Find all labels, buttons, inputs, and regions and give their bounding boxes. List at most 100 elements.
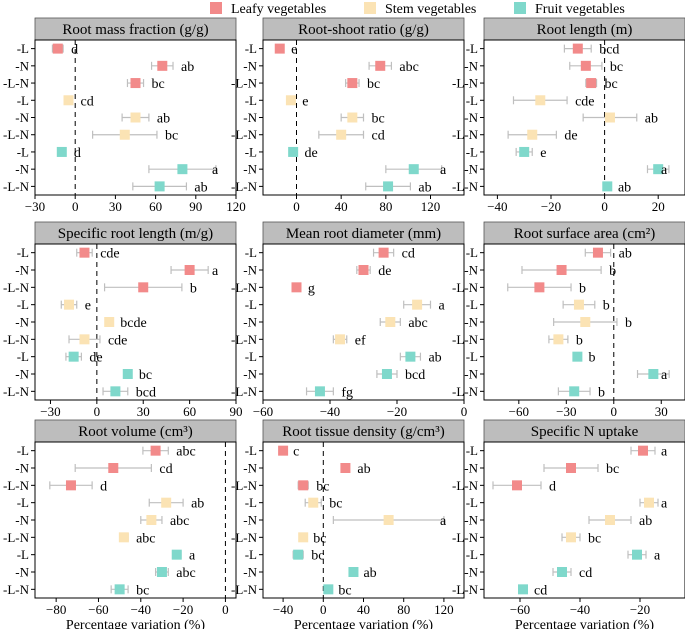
panel-7-ytick-label-0: -L bbox=[17, 443, 29, 458]
panel-7-point-fruit-vegetables-n-7 bbox=[155, 567, 169, 577]
panel-5-point-fruit-vegetables-l-n-8-marker bbox=[314, 386, 325, 397]
panel-7-letter-8: bc bbox=[136, 583, 149, 598]
panel-2-point-stem-vegetables-n-4 bbox=[340, 112, 365, 123]
panel-9-xlabel: Percentage variation (%) bbox=[515, 618, 654, 629]
panel-8-point-fruit-vegetables-n-7 bbox=[348, 567, 359, 577]
panel-5-point-fruit-vegetables-n-7 bbox=[376, 369, 398, 379]
panel-8-point-stem-vegetables-l-n-5 bbox=[298, 532, 309, 543]
panel-1-letter-1: ab bbox=[181, 60, 194, 75]
panel-5-letter-2: g bbox=[308, 281, 315, 296]
panel-9-xtick-label-1: −40 bbox=[570, 602, 590, 617]
panel-5-xtick-label-3: 0 bbox=[461, 404, 468, 419]
panel-3-ytick-label-7: -N bbox=[464, 162, 478, 177]
panel-4-point-stem-vegetables-l-3 bbox=[60, 299, 78, 310]
panel-7-point-leafy-vegetables-l-0 bbox=[142, 445, 169, 456]
panel-5-point-fruit-vegetables-n-7-marker bbox=[381, 369, 392, 379]
panel-8-point-fruit-vegetables-l-n-8 bbox=[323, 584, 334, 595]
panel-9-xtick-label-0: −60 bbox=[510, 602, 530, 617]
panel-9-point-leafy-vegetables-l-n-2-marker bbox=[512, 480, 522, 491]
panel-7-point-stem-vegetables-l-3 bbox=[148, 497, 184, 508]
panel-5-ytick-label-7: -N bbox=[243, 367, 257, 382]
panel-3-point-stem-vegetables-l-n-5 bbox=[507, 129, 557, 140]
panel-7-letter-4: abc bbox=[170, 514, 189, 529]
panel-3-ytick-label-0: -L bbox=[466, 41, 478, 56]
panel-2-xtick-label-2: 80 bbox=[379, 199, 392, 214]
panel-7-xtick-label-3: −20 bbox=[173, 602, 193, 617]
panel-8-ytick-label-5: -L-N bbox=[231, 530, 258, 545]
panel-4-point-fruit-vegetables-n-7-marker bbox=[122, 369, 133, 379]
panel-8-point-leafy-vegetables-l-n-2-marker bbox=[298, 480, 309, 491]
panel-4-letter-5: cde bbox=[108, 333, 127, 348]
panel-3-letter-6: e bbox=[540, 146, 546, 161]
panel-7-point-fruit-vegetables-l-6 bbox=[171, 549, 182, 560]
panel-4-ytick-label-5: -L-N bbox=[3, 332, 30, 347]
panel-2-point-fruit-vegetables-n-7 bbox=[385, 164, 443, 175]
panel-5-point-fruit-vegetables-l-6 bbox=[399, 351, 422, 362]
panel-7-title: Root volume (cm³) bbox=[78, 424, 192, 440]
panel-3-point-fruit-vegetables-n-7-marker bbox=[653, 164, 664, 175]
legend-swatch-fruit bbox=[514, 2, 526, 14]
panel-7-ytick-label-8: -L-N bbox=[3, 582, 30, 597]
panel-3-point-leafy-vegetables-n-1-marker bbox=[580, 60, 591, 71]
panel-8-ytick-label-3: -L bbox=[245, 495, 257, 510]
panel-3-letter-5: de bbox=[564, 129, 577, 144]
panel-7-point-fruit-vegetables-n-7-marker bbox=[156, 567, 167, 577]
panel-1-letter-0: d bbox=[71, 43, 78, 58]
panel-6-ytick-label-6: -L bbox=[466, 349, 478, 364]
panel-1-letter-8: ab bbox=[194, 180, 207, 195]
panel-8-xtick-label-3: 80 bbox=[397, 602, 410, 617]
panel-7: Root volume (cm³) −80 −60 −40 −20 0 Percentage… bbox=[3, 419, 237, 629]
panel-4-xtick-label-4: 90 bbox=[230, 404, 243, 419]
panel-7-point-fruit-vegetables-l-6-marker bbox=[171, 549, 182, 560]
panel-8-point-leafy-vegetables-n-1 bbox=[340, 463, 351, 473]
panel-8-letter-8: bc bbox=[338, 583, 351, 598]
panel-3-letter-4: ab bbox=[645, 112, 658, 127]
panel-4-point-stem-vegetables-l-n-5 bbox=[68, 334, 101, 345]
panel-4-point-fruit-vegetables-l-6 bbox=[65, 351, 82, 362]
panel-5-ytick-label-6: -L bbox=[245, 349, 257, 364]
panel-6-point-fruit-vegetables-l-6-marker bbox=[572, 351, 583, 362]
panel-4-point-leafy-vegetables-l-n-2-marker bbox=[138, 282, 149, 293]
panel-4-ytick-label-1: -N bbox=[15, 263, 29, 278]
panel-9-point-fruit-vegetables-l-n-8-marker bbox=[518, 584, 528, 595]
panel-3-point-stem-vegetables-l-3-marker bbox=[535, 95, 546, 106]
panel-6-point-stem-vegetables-n-4-marker bbox=[580, 317, 591, 327]
panel-9-point-leafy-vegetables-l-0-marker bbox=[638, 445, 648, 456]
panel-2-letter-4: bc bbox=[372, 112, 385, 127]
panel-4: Specific root length (m/g) −30 0 30 60 90 -L cd… bbox=[3, 221, 243, 419]
panel-3-xtick-label-3: 20 bbox=[652, 199, 665, 214]
panel-4-ytick-label-0: -L bbox=[17, 245, 29, 260]
panel-8-point-stem-vegetables-l-3 bbox=[304, 497, 322, 508]
panel-7-letter-1: cd bbox=[159, 462, 172, 477]
panel-3-point-leafy-vegetables-l-n-2 bbox=[585, 78, 598, 89]
panel-8-ytick-label-7: -N bbox=[243, 565, 257, 580]
panel-1-ytick-label-1: -N bbox=[15, 58, 29, 73]
panel-1-ytick-label-3: -L bbox=[17, 93, 29, 108]
panel-1: Root mass fraction (g/g) −30 0 30 60 90 120 -L d… bbox=[3, 17, 246, 214]
panel-4-letter-8: bcd bbox=[136, 385, 156, 400]
panel-5-ytick-label-2: -L-N bbox=[231, 280, 258, 295]
panel-6-ytick-label-8: -L-N bbox=[452, 384, 479, 399]
panel-7-xtick-label-0: −80 bbox=[46, 602, 66, 617]
panel-7-ytick-label-3: -L bbox=[17, 495, 29, 510]
panel-8-letter-1: ab bbox=[357, 462, 370, 477]
panel-1-letter-5: bc bbox=[165, 129, 178, 144]
panel-5-letter-8: fg bbox=[341, 385, 353, 400]
panel-2-point-stem-vegetables-l-n-5 bbox=[318, 129, 365, 140]
panel-9-point-fruit-vegetables-n-7 bbox=[552, 567, 572, 577]
panel-6-point-fruit-vegetables-n-7 bbox=[636, 369, 670, 379]
panel-3-letter-7: a bbox=[661, 163, 668, 178]
panel-4-ytick-label-7: -N bbox=[15, 367, 29, 382]
panel-2-point-fruit-vegetables-l-6 bbox=[288, 146, 299, 157]
panel-4-letter-2: b bbox=[190, 281, 197, 296]
panel-6-letter-0: ab bbox=[619, 247, 632, 262]
panel-6-point-stem-vegetables-l-3-marker bbox=[573, 299, 584, 310]
panel-5-point-stem-vegetables-l-n-5-marker bbox=[335, 334, 346, 345]
panel-6-point-leafy-vegetables-n-1-marker bbox=[556, 265, 567, 275]
panel-2-ytick-label-7: -N bbox=[243, 162, 257, 177]
panel-6-letter-6: b bbox=[589, 351, 596, 366]
panel-7-point-fruit-vegetables-l-n-8-marker bbox=[114, 584, 125, 595]
panel-8-xlabel: Percentage variation (%) bbox=[294, 618, 433, 629]
panel-7-xtick-label-4: 0 bbox=[222, 602, 229, 617]
